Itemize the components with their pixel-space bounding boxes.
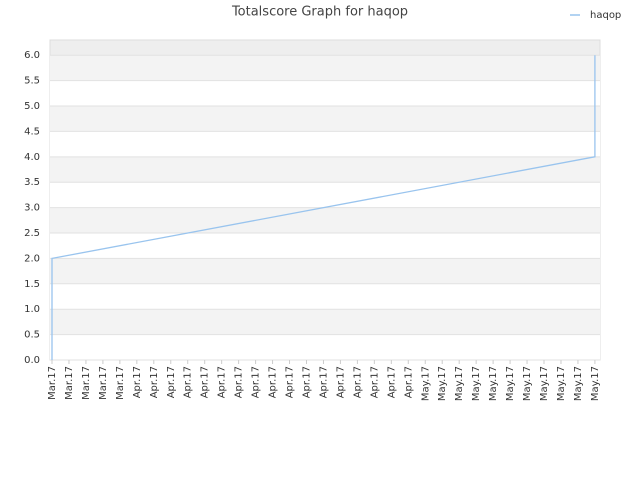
band <box>50 258 600 284</box>
y-tick-label: 5.0 <box>24 101 40 112</box>
band <box>50 309 600 335</box>
y-tick-label: 5.5 <box>24 76 40 87</box>
x-tick-label: Apr.17 <box>132 366 143 398</box>
x-tick-label: Apr.17 <box>285 366 296 398</box>
x-tick-label: Apr.17 <box>403 366 414 398</box>
x-tick-label: May.17 <box>522 366 533 401</box>
x-tick-label: Apr.17 <box>183 366 194 398</box>
x-tick-label: Apr.17 <box>352 366 363 398</box>
x-tick-label: Apr.17 <box>386 366 397 398</box>
x-tick-label: Apr.17 <box>318 366 329 398</box>
x-tick-label: May.17 <box>573 366 584 401</box>
band <box>50 80 600 107</box>
x-tick-label: Apr.17 <box>335 366 346 398</box>
y-tick-label: 0.0 <box>24 355 40 366</box>
x-tick-label: Apr.17 <box>149 366 160 398</box>
y-tick-label: 1.0 <box>24 304 40 315</box>
y-tick-label: 6.0 <box>24 50 40 61</box>
x-tick-label: Apr.17 <box>200 366 211 398</box>
band <box>50 156 600 183</box>
y-tick-label: 3.0 <box>24 203 40 214</box>
y-tick-label: 4.5 <box>24 126 40 137</box>
x-tick-label: May.17 <box>590 366 601 401</box>
band <box>50 233 600 259</box>
x-tick-label: May.17 <box>420 366 431 401</box>
x-tick-label: May.17 <box>539 366 550 401</box>
x-tick-label: Mar.17 <box>64 366 75 400</box>
legend-label: haqop <box>590 10 621 21</box>
x-tick-label: Mar.17 <box>115 366 126 400</box>
chart-title: Totalscore Graph for haqop <box>231 5 408 20</box>
x-tick-label: May.17 <box>556 366 567 401</box>
x-tick-label: May.17 <box>505 366 516 401</box>
band <box>50 182 600 208</box>
band <box>50 131 600 157</box>
x-tick-label: Apr.17 <box>251 366 262 398</box>
x-tick-label: Apr.17 <box>217 366 228 398</box>
y-tick-label: 2.0 <box>24 253 40 264</box>
y-tick-label: 1.5 <box>24 279 40 290</box>
x-tick-label: Apr.17 <box>369 366 380 398</box>
x-tick-label: Mar.17 <box>47 366 58 400</box>
y-tick-label: 4.0 <box>24 152 40 163</box>
x-tick-label: Apr.17 <box>234 366 245 398</box>
x-tick-label: Apr.17 <box>301 366 312 398</box>
x-tick-label: May.17 <box>471 366 482 401</box>
y-tick-label: 0.5 <box>24 330 40 341</box>
x-tick-label: May.17 <box>454 366 465 401</box>
band <box>50 106 600 132</box>
x-tick-label: Mar.17 <box>98 366 109 400</box>
band <box>50 334 600 360</box>
x-tick-label: May.17 <box>488 366 499 401</box>
y-tick-label: 2.5 <box>24 228 40 239</box>
x-tick-label: Mar.17 <box>81 366 92 400</box>
band <box>50 283 600 310</box>
band <box>50 207 600 234</box>
x-tick-label: May.17 <box>437 366 448 401</box>
y-tick-label: 3.5 <box>24 177 40 188</box>
series-line <box>51 55 596 360</box>
x-tick-label: Apr.17 <box>268 366 279 398</box>
band <box>50 55 600 81</box>
x-tick-label: Apr.17 <box>166 366 177 398</box>
